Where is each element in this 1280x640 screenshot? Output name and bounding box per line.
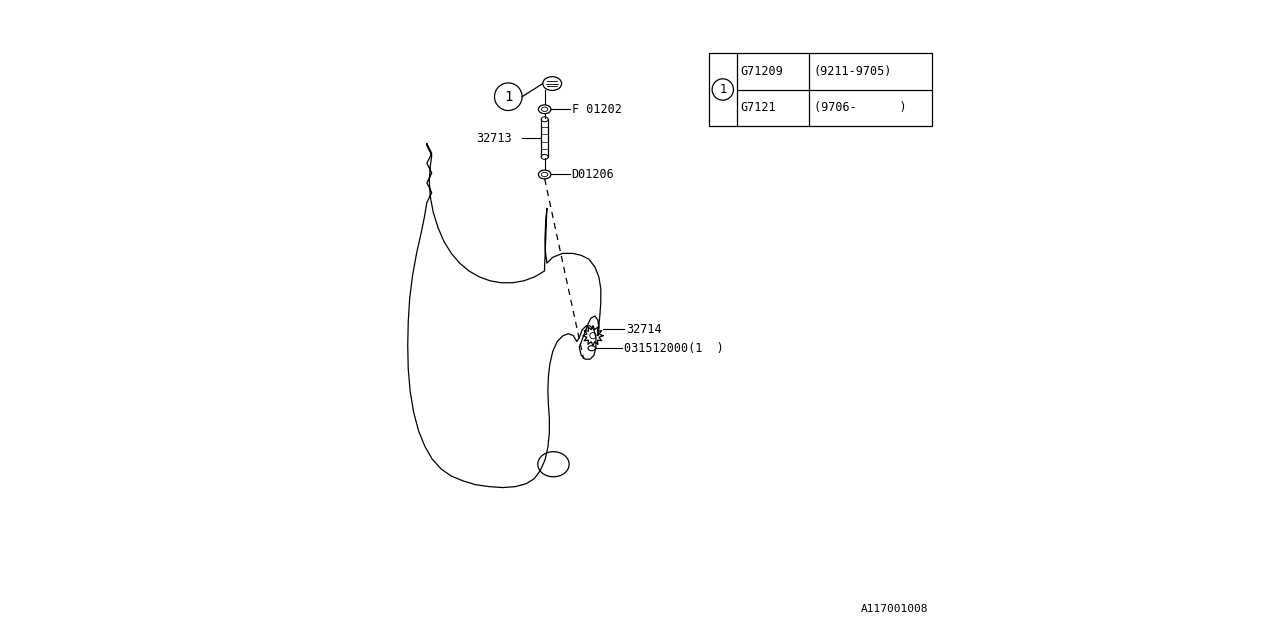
Text: (9211-9705): (9211-9705) [814, 65, 892, 78]
Text: G71209: G71209 [740, 65, 783, 78]
Text: G7121: G7121 [740, 101, 776, 114]
Text: A117001008: A117001008 [861, 604, 928, 614]
Text: D01206: D01206 [572, 168, 614, 181]
Text: (9706-      ): (9706- ) [814, 101, 906, 114]
Text: 32713: 32713 [476, 132, 511, 145]
Text: F 01202: F 01202 [572, 103, 622, 116]
Bar [709, 53, 932, 125]
Text: 1: 1 [504, 90, 512, 104]
Text: 32714: 32714 [626, 323, 662, 336]
Text: 031512000(1  ): 031512000(1 ) [623, 342, 723, 355]
Text: 1: 1 [719, 83, 726, 96]
